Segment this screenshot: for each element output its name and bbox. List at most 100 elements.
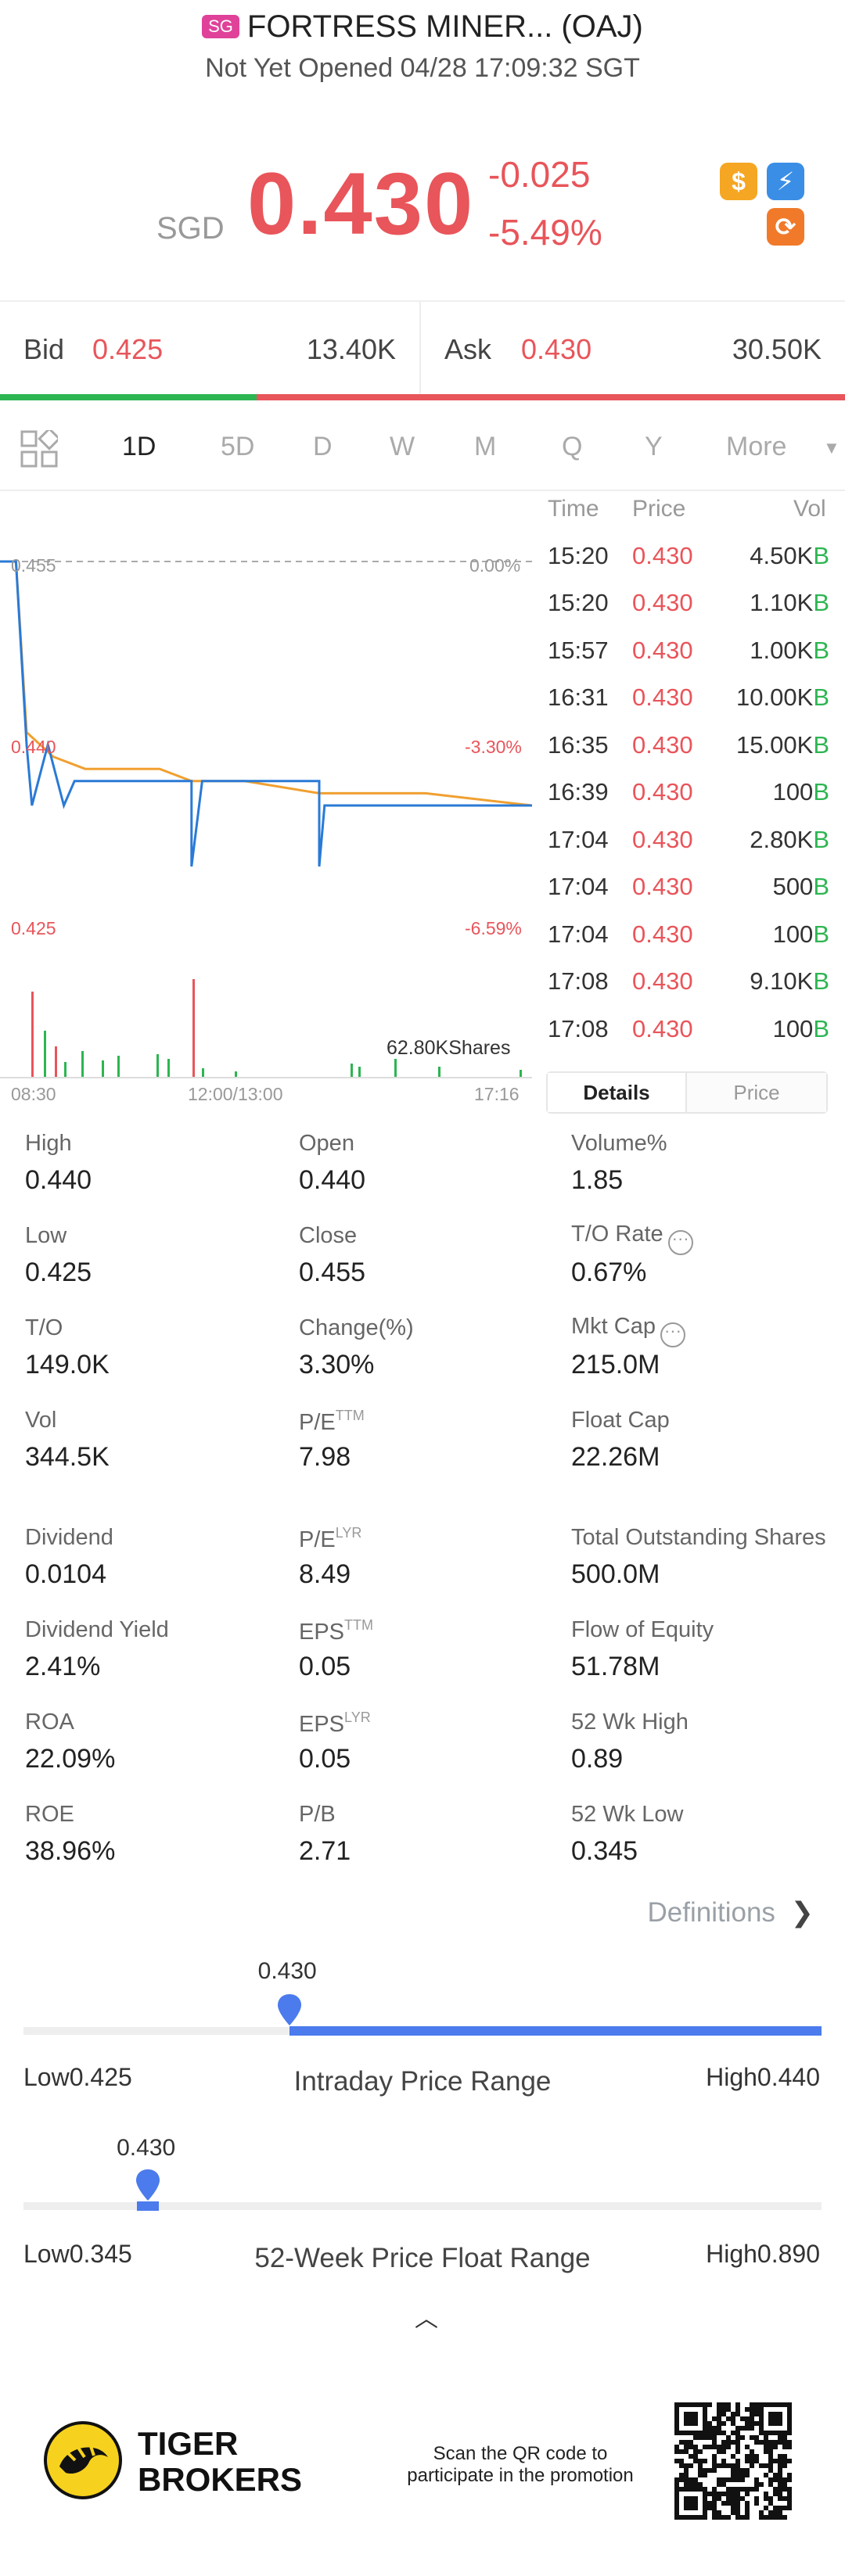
bid-volume: 13.40K	[306, 333, 396, 365]
time-axis-mid: 12:00/13:00	[188, 1084, 283, 1104]
tab-d[interactable]: D	[313, 432, 333, 461]
trade-time: 17:08	[548, 967, 609, 995]
trade-volume: 500B	[773, 873, 829, 901]
pct-axis-top: 0.00%	[469, 555, 521, 576]
dollar-icon[interactable]: $	[720, 163, 757, 200]
ask-price: 0.430	[521, 333, 592, 365]
trade-side: B	[813, 1014, 829, 1042]
sync-icon[interactable]: ⟳	[767, 208, 804, 246]
price-change: -0.025	[488, 154, 591, 195]
trade-row: 17:04 0.430 2.80KB	[548, 826, 829, 873]
intraday-low-value: 0.425	[69, 2063, 132, 2091]
currency-label: SGD	[156, 211, 225, 246]
intraday-current-value: 0.430	[257, 1958, 317, 1984]
bid-panel[interactable]: Bid 0.425 13.40K	[0, 302, 419, 396]
stat-label-to-rate: T/O Rate ···	[571, 1222, 693, 1255]
chevron-down-icon[interactable]: ▼	[823, 438, 840, 457]
pct-axis-bottom: -6.59%	[465, 918, 522, 938]
trade-side: B	[813, 541, 829, 569]
trade-price: 0.430	[632, 589, 693, 616]
tab-q[interactable]: Q	[562, 432, 583, 461]
map-pin-icon	[277, 1994, 301, 2025]
stat-pe-ttm: 7.98	[299, 1442, 351, 1472]
trade-volume: 4.50KB	[750, 542, 829, 570]
52week-low-label: Low	[23, 2240, 70, 2268]
stat-label-eps-lyr-text: EPS	[299, 1712, 345, 1737]
stat-label-open: Open	[299, 1131, 354, 1156]
trades-header-price: Price	[632, 496, 686, 522]
trade-time: 17:08	[548, 1014, 609, 1042]
last-price: 0.430	[247, 155, 475, 253]
trade-row: 16:31 0.430 10.00KB	[548, 683, 829, 730]
trade-side: B	[813, 873, 829, 900]
tab-details[interactable]: Details	[548, 1073, 687, 1112]
trade-volume-value: 500	[772, 873, 814, 900]
trade-volume-value: 100	[772, 778, 814, 805]
brand-name-line1: TIGER	[138, 2425, 239, 2462]
trade-row: 15:19 0.430 17.50KB	[548, 521, 829, 541]
trade-volume-value: 100	[772, 920, 814, 948]
volume-bar	[358, 1067, 361, 1078]
chevron-up-icon[interactable]: ︿	[415, 2306, 438, 2332]
trades-list[interactable]: 15:190.43017.50KB15:200.4304.50KB15:200.…	[546, 521, 832, 1068]
trade-time: 16:39	[548, 778, 609, 805]
stat-roe: 38.96%	[25, 1836, 116, 1866]
volume-bar	[55, 1046, 57, 1078]
tab-m[interactable]: M	[474, 432, 497, 461]
more-info-icon[interactable]: ···	[660, 1322, 685, 1347]
trade-price: 0.430	[632, 541, 693, 569]
tab-y[interactable]: Y	[645, 432, 663, 461]
more-info-icon[interactable]: ···	[667, 1230, 693, 1255]
trade-volume-value: 1.00K	[750, 636, 814, 664]
tab-1d[interactable]: 1D	[122, 432, 156, 461]
price-lines	[0, 560, 533, 867]
stat-label-pe-text: P/E	[299, 1410, 336, 1435]
stat-label-volume-pct: Volume%	[571, 1131, 667, 1156]
stat-vol: 344.5K	[25, 1442, 110, 1472]
tab-w[interactable]: W	[390, 432, 415, 461]
trade-side: B	[813, 730, 829, 759]
definitions-link[interactable]: Definitions ❯	[648, 1897, 814, 1928]
trade-time: 17:04	[548, 825, 609, 853]
ask-panel[interactable]: Ask 0.430 30.50K	[421, 302, 845, 396]
bid-price: 0.425	[92, 333, 164, 365]
grid-layout-icon[interactable]	[20, 427, 61, 468]
52week-range-title: 52-Week Price Float Range	[254, 2243, 591, 2273]
stat-volume-pct: 1.85	[571, 1165, 624, 1195]
tab-more[interactable]: More	[726, 432, 787, 461]
stat-turnover: 149.0K	[25, 1350, 110, 1379]
market-status: Not Yet Opened 04/28 17:09:32 SGT	[205, 53, 640, 83]
stat-high: 0.440	[25, 1165, 92, 1195]
volume-bar	[351, 1064, 353, 1078]
trade-price: 0.430	[632, 521, 693, 522]
bid-ask-separator	[419, 302, 421, 394]
tab-price[interactable]: Price	[687, 1073, 826, 1112]
stock-name: FORTRESS MINER... (OAJ)	[246, 9, 643, 44]
trade-row: 17:04 0.430 500B	[548, 873, 829, 920]
qr-code-icon[interactable]	[674, 2402, 792, 2520]
tab-5d[interactable]: 5D	[221, 432, 255, 461]
stat-total-shares: 500.0M	[571, 1559, 660, 1589]
52week-high-label: High	[706, 2240, 757, 2268]
stat-eps-ttm: 0.05	[299, 1652, 351, 1681]
trade-row: 17:08 0.430 100B	[548, 1015, 829, 1062]
stat-open: 0.440	[299, 1165, 366, 1195]
trade-time: 17:04	[548, 920, 609, 948]
stat-low: 0.425	[25, 1258, 92, 1287]
stat-to-rate: 0.67%	[571, 1258, 647, 1287]
trade-time: 17:04	[548, 873, 609, 900]
trade-time: 16:35	[548, 730, 609, 759]
trade-time: 15:20	[548, 541, 609, 569]
price-change-percent: -5.49%	[488, 212, 602, 253]
trade-price: 0.430	[632, 825, 693, 853]
trade-side: B	[813, 636, 829, 664]
stat-close: 0.455	[299, 1258, 366, 1287]
trades-header-vol: Vol	[793, 496, 826, 522]
trade-row: 16:35 0.430 15.00KB	[548, 731, 829, 778]
trade-volume: 17.50KB	[736, 521, 829, 522]
volume-bar	[156, 1054, 159, 1078]
intraday-chart[interactable]	[0, 493, 540, 1087]
lightning-icon[interactable]: ⚡	[767, 163, 804, 200]
volume-bars	[31, 979, 522, 1078]
trade-volume: 2.80KB	[750, 826, 829, 854]
